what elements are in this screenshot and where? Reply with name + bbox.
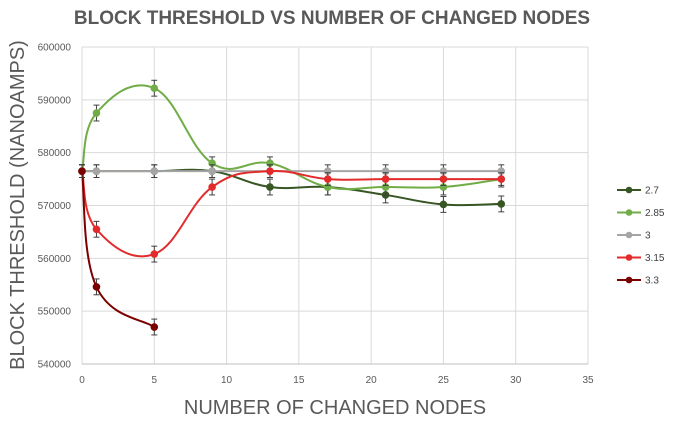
legend-label: 3 (645, 231, 651, 242)
grid (81, 46, 589, 365)
x-tick-label: 30 (510, 375, 522, 386)
data-point (497, 200, 506, 208)
legend-swatch-marker (625, 276, 633, 284)
x-axis-title: NUMBER OF CHANGED NODES (184, 397, 486, 419)
data-point (92, 225, 101, 234)
x-tick-label: 25 (438, 375, 450, 386)
data-point (439, 200, 448, 209)
data-point (150, 167, 159, 175)
data-point (78, 167, 86, 175)
legend-item: 3 (617, 231, 651, 242)
legend-item: 3.15 (617, 253, 665, 264)
x-tick-label: 15 (293, 375, 305, 386)
legend: 2.7 2.85 3 3.15 3.3 (617, 186, 665, 287)
series-3.15 (78, 164, 506, 263)
series-3.3 (78, 164, 159, 336)
y-tick-label: 600000 (38, 43, 72, 54)
y-tick-label: 580000 (38, 148, 72, 159)
y-tick-label: 560000 (38, 254, 72, 265)
data-point (266, 183, 274, 191)
axes: 540000 550000 560000 570000 580000 590000 6000… (38, 43, 594, 387)
legend-item: 2.7 (617, 186, 659, 197)
y-axis-title: BLOCK THRESHOLD (NANOAMPS) (7, 40, 29, 370)
x-tick-label: 10 (221, 375, 233, 386)
data-point (439, 175, 448, 183)
series-layer (78, 79, 506, 336)
y-tick-label: 570000 (38, 201, 72, 212)
chart-title: BLOCK THRESHOLD VS NUMBER OF CHANGED NOD… (74, 8, 590, 29)
data-point (150, 84, 159, 93)
data-point (150, 250, 159, 258)
y-tick-label: 550000 (38, 307, 72, 318)
series-line (81, 84, 502, 191)
data-point (323, 175, 332, 183)
x-tick-label: 5 (152, 375, 158, 386)
series-line (81, 169, 502, 258)
data-point (497, 175, 506, 183)
x-tick-label: 0 (79, 375, 85, 386)
x-tick-label: 35 (582, 375, 594, 386)
data-point (92, 167, 101, 175)
data-point (150, 323, 159, 331)
legend-label: 2.85 (645, 208, 665, 219)
series-3 (78, 164, 506, 178)
y-tick-label: 590000 (38, 95, 72, 106)
legend-label: 3.3 (645, 276, 659, 287)
legend-swatch-marker (625, 254, 633, 261)
data-point (92, 283, 101, 291)
legend-label: 3.15 (645, 253, 665, 264)
x-tick-label: 20 (366, 375, 378, 386)
data-point (208, 167, 216, 175)
data-point (381, 175, 390, 183)
legend-item: 3.3 (617, 276, 659, 287)
legend-swatch-marker (625, 209, 633, 216)
legend-swatch-marker (625, 186, 633, 194)
data-point (208, 183, 216, 191)
data-point (92, 109, 101, 117)
legend-swatch-marker (625, 231, 633, 239)
legend-label: 2.7 (645, 186, 659, 197)
legend-item: 2.85 (617, 208, 665, 219)
y-tick-label: 540000 (38, 360, 72, 371)
data-point (266, 167, 274, 175)
